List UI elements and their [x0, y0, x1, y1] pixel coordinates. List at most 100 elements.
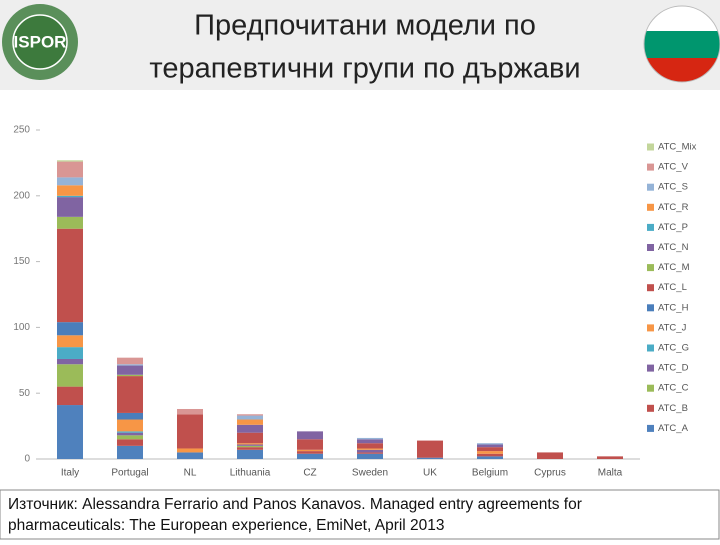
- legend-swatch: [647, 183, 654, 191]
- x-tick-label: Cyprus: [534, 468, 566, 479]
- bar-segment: [237, 432, 263, 444]
- bar-segment: [237, 415, 263, 420]
- bar-segment: [57, 347, 83, 359]
- bar-segment: [57, 386, 83, 406]
- bar-segment: [237, 419, 263, 425]
- legend-label: ATC_G: [658, 343, 689, 354]
- bar-segment: [237, 445, 263, 448]
- x-tick-label: Belgium: [472, 468, 508, 479]
- bar-segment: [297, 453, 323, 459]
- legend-swatch: [647, 203, 654, 211]
- bar-segment: [357, 443, 383, 449]
- x-tick-label: Italy: [61, 468, 79, 479]
- legend-label: ATC_B: [658, 403, 688, 414]
- bar-segment: [357, 439, 383, 444]
- bar-segment: [57, 177, 83, 186]
- legend-swatch: [647, 143, 654, 151]
- bar-segment: [297, 439, 323, 450]
- bar-segment: [357, 453, 383, 459]
- y-tick-label: 0: [24, 454, 30, 465]
- bar-segment: [477, 456, 503, 459]
- bar-segment: [177, 452, 203, 459]
- bar-segment: [597, 456, 623, 459]
- bar-segment: [237, 414, 263, 416]
- bar-segment: [117, 357, 143, 365]
- bar-segment: [117, 365, 143, 375]
- legend-label: ATC_C: [658, 383, 689, 394]
- bar-segment: [477, 447, 503, 452]
- legend-swatch: [647, 344, 654, 352]
- x-tick-label: Portugal: [111, 468, 148, 479]
- bar-segment: [357, 449, 383, 453]
- bar-segment: [477, 443, 503, 445]
- bar-segment: [117, 364, 143, 366]
- bar-segment: [297, 451, 323, 454]
- bar-segment: [57, 358, 83, 365]
- bar-segment: [237, 443, 263, 445]
- bar-segment: [117, 439, 143, 446]
- logo-text: ISPOR: [14, 32, 67, 51]
- legend-swatch: [647, 424, 654, 432]
- y-tick-label: 100: [13, 322, 30, 333]
- x-tick-label: NL: [184, 468, 197, 479]
- bar-segment: [117, 431, 143, 433]
- bar-segment: [177, 448, 203, 453]
- legend-label: ATC_S: [658, 182, 688, 193]
- legend-swatch: [647, 244, 654, 251]
- bar-segment: [237, 449, 263, 459]
- legend-label: ATC_M: [658, 262, 690, 273]
- y-tick-label: 150: [13, 256, 30, 267]
- y-tick-label: 50: [19, 388, 31, 399]
- legend-label: ATC_P: [658, 222, 688, 233]
- bar-segment: [237, 424, 263, 433]
- source-box: [0, 489, 720, 540]
- legend-swatch: [647, 384, 654, 392]
- legend-swatch: [647, 223, 654, 231]
- bar-segment: [297, 449, 323, 452]
- chart: 0 50 100 150 200 250 Italy Portugal NL Lithuania C…: [13, 125, 696, 479]
- bar-segment: [477, 451, 503, 454]
- y-tick-label: 200: [13, 190, 30, 201]
- legend-label: ATC_L: [658, 282, 687, 293]
- bar-segment: [117, 412, 143, 420]
- legend-label: ATC_V: [658, 162, 689, 173]
- bar-segment: [417, 457, 443, 459]
- legend-label: ATC_J: [658, 322, 687, 333]
- x-tick-label: CZ: [303, 468, 316, 479]
- bar-segment: [537, 452, 563, 459]
- legend-swatch: [647, 163, 654, 171]
- legend-swatch: [647, 284, 654, 292]
- legend-label: ATC_H: [658, 302, 689, 313]
- bar-segment: [57, 160, 83, 162]
- legend-label: ATC_A: [658, 423, 689, 434]
- legend-swatch: [647, 364, 654, 372]
- bar-segment: [117, 435, 143, 440]
- bar-segment: [477, 444, 503, 448]
- bar-segment: [57, 405, 83, 459]
- legend-swatch: [647, 304, 654, 312]
- bar-segment: [117, 374, 143, 377]
- bar-segment: [117, 419, 143, 432]
- bar-segment: [57, 216, 83, 229]
- legend-label: ATC_Mix: [658, 142, 697, 153]
- bar-segment: [57, 335, 83, 348]
- flag-green: [644, 31, 720, 58]
- bar-segment: [57, 197, 83, 217]
- bar-segment: [237, 444, 263, 446]
- bar-segment: [237, 447, 263, 450]
- bar-segment: [57, 185, 83, 196]
- x-tick-label: UK: [423, 468, 437, 479]
- legend-label: ATC_N: [658, 242, 689, 253]
- bar-segment: [117, 445, 143, 459]
- title: Предпочитани модели по: [194, 10, 536, 42]
- bar-segment: [177, 414, 203, 449]
- bar-segment: [357, 452, 383, 454]
- bar-segment: [417, 440, 443, 458]
- legend-swatch: [647, 404, 654, 412]
- legend-swatch: [647, 324, 654, 332]
- bar-segment: [117, 432, 143, 436]
- bar-segment: [297, 431, 323, 440]
- y-tick-label: 250: [13, 125, 30, 136]
- source: pharmaceuticals: The European experience…: [8, 517, 445, 534]
